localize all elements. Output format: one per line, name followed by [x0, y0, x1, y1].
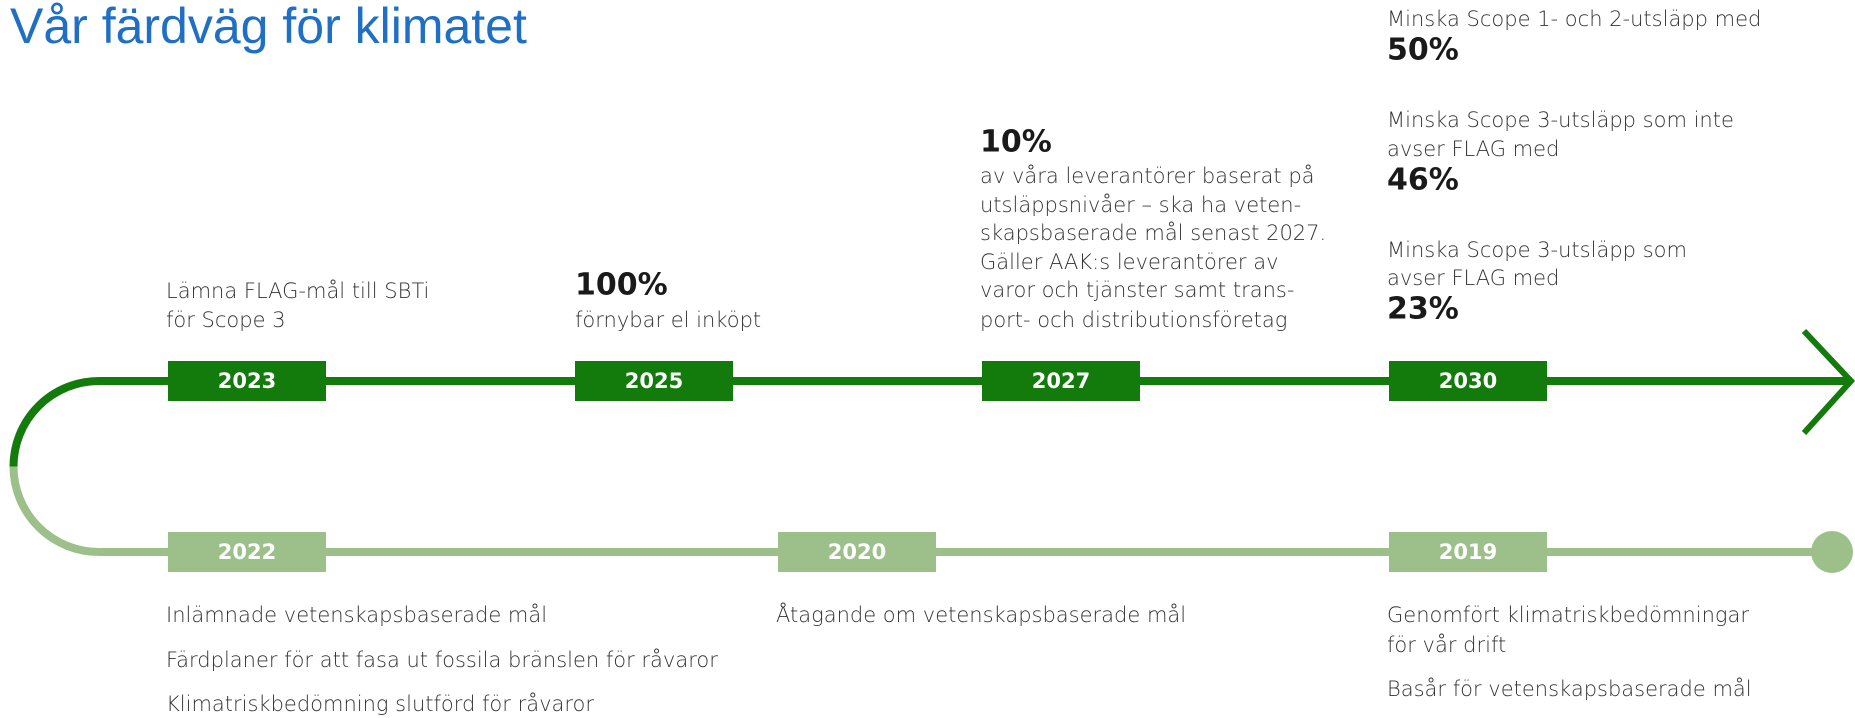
- year-box: [168, 361, 326, 401]
- text: avser FLAG med: [1387, 137, 1559, 161]
- highlight: 46%: [1387, 163, 1459, 198]
- text: för Scope 3: [166, 308, 286, 332]
- text: utsläppsnivåer – ska ha veten-: [980, 193, 1301, 217]
- text: Klimatriskbedömning slutförd för råvaror: [166, 692, 594, 716]
- text: varor och tjänster samt trans-: [980, 278, 1294, 302]
- year-box: [982, 361, 1140, 401]
- text: Basår för vetenskapsbaserade mål: [1387, 677, 1752, 701]
- text: Gäller AAK:s leverantörer av: [980, 250, 1279, 274]
- text: förnybar el inköpt: [575, 308, 761, 332]
- arrow-head: [1801, 328, 1855, 436]
- text: för vår drift: [1387, 633, 1506, 657]
- start-dot: [1811, 531, 1853, 573]
- text: Åtagande om vetenskapsbaserade mål: [776, 602, 1186, 627]
- highlight: 50%: [1387, 33, 1459, 68]
- year-box: [778, 532, 936, 572]
- highlight: 10%: [980, 125, 1052, 160]
- year: 2020: [828, 540, 886, 564]
- year: 2022: [218, 540, 276, 564]
- text: av våra leverantörer baserat på: [980, 164, 1315, 188]
- text: Minska Scope 3-utsläpp som: [1387, 238, 1687, 262]
- highlight: 23%: [1387, 292, 1459, 327]
- year: 2025: [625, 369, 683, 393]
- year-box: [575, 361, 733, 401]
- text: port- och distributionsföretag: [980, 308, 1287, 332]
- text: Lämna FLAG-mål till SBTi: [166, 279, 429, 303]
- year: 2030: [1439, 369, 1497, 393]
- past-line: [9, 466, 1830, 556]
- text: Minska Scope 3-utsläpp som inte: [1387, 108, 1734, 132]
- text: avser FLAG med: [1387, 266, 1559, 290]
- title: Vår färdväg för klimatet: [10, 0, 527, 54]
- year: 2027: [1032, 369, 1090, 393]
- year-box: [168, 532, 326, 572]
- year-box: [1389, 532, 1547, 572]
- future-line: [9, 377, 1849, 467]
- year-box: [1389, 361, 1547, 401]
- year: 2019: [1439, 540, 1497, 564]
- year: 2023: [218, 369, 276, 393]
- highlight: 100%: [575, 268, 668, 303]
- text: Genomfört klimatriskbedömningar: [1387, 603, 1749, 627]
- text: Inlämnade vetenskapsbaserade mål: [166, 603, 547, 627]
- text: Minska Scope 1- och 2-utsläpp med: [1387, 7, 1761, 31]
- text: Färdplaner för att fasa ut fossila bräns…: [166, 648, 718, 672]
- text: skapsbaserade mål senast 2027.: [980, 221, 1326, 245]
